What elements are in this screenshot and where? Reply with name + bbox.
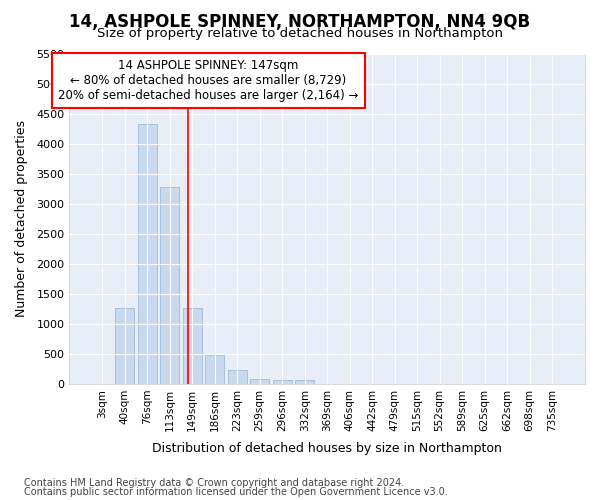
Bar — [250, 378, 269, 384]
Y-axis label: Number of detached properties: Number of detached properties — [15, 120, 28, 318]
Text: 14 ASHPOLE SPINNEY: 147sqm
← 80% of detached houses are smaller (8,729)
20% of s: 14 ASHPOLE SPINNEY: 147sqm ← 80% of deta… — [58, 59, 359, 102]
Bar — [295, 380, 314, 384]
Bar — [182, 308, 202, 384]
Bar — [205, 355, 224, 384]
Text: Size of property relative to detached houses in Northampton: Size of property relative to detached ho… — [97, 28, 503, 40]
Text: Contains HM Land Registry data © Crown copyright and database right 2024.: Contains HM Land Registry data © Crown c… — [24, 478, 404, 488]
Bar — [138, 124, 157, 384]
Bar — [115, 308, 134, 384]
Bar — [227, 370, 247, 384]
Bar — [272, 380, 292, 384]
Text: Contains public sector information licensed under the Open Government Licence v3: Contains public sector information licen… — [24, 487, 448, 497]
Bar — [160, 187, 179, 384]
Text: 14, ASHPOLE SPINNEY, NORTHAMPTON, NN4 9QB: 14, ASHPOLE SPINNEY, NORTHAMPTON, NN4 9Q… — [70, 12, 530, 30]
X-axis label: Distribution of detached houses by size in Northampton: Distribution of detached houses by size … — [152, 442, 502, 455]
